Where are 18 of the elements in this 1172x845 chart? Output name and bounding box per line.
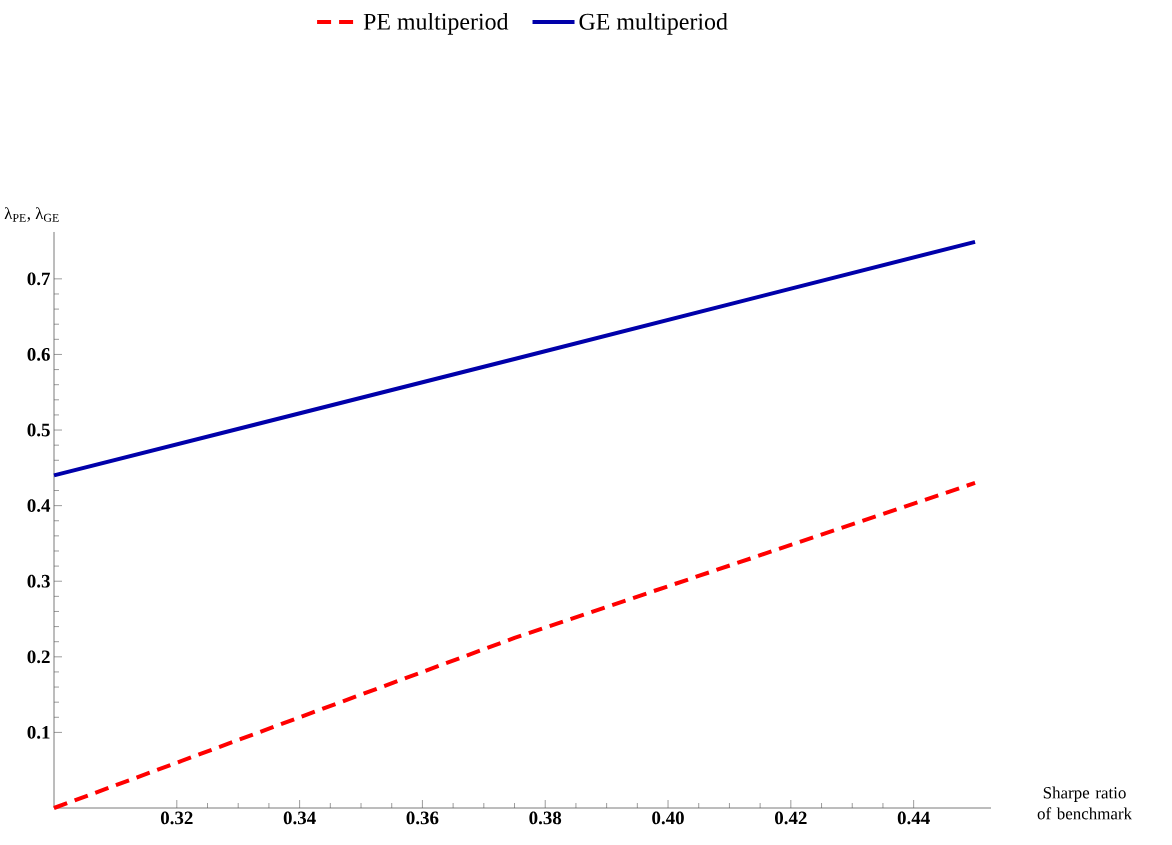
x-tick-label: 0.36 — [406, 811, 439, 825]
y-tick-label: 0.1 — [27, 725, 50, 739]
x-tick-label: 0.42 — [774, 811, 807, 825]
x-axis-title: Sharpe ratio of benchmark — [1037, 786, 1133, 820]
y-tick-label: 0.5 — [27, 423, 50, 437]
y-tick-label: 0.2 — [27, 650, 50, 664]
legend-label: GE multiperiod — [579, 12, 728, 35]
x-tick-label: 0.34 — [283, 811, 316, 825]
y-tick-label: 0.6 — [27, 348, 50, 361]
legend-label: PE multiperiod — [363, 12, 509, 35]
x-tick-label: 0.44 — [897, 811, 930, 825]
x-tick-label: 0.32 — [160, 811, 193, 825]
y-axis-title: λ$_{PE}$, λ$_{GE}$ — [4, 207, 59, 222]
x-tick-label: 0.38 — [529, 811, 562, 825]
y-tick-label: 0.4 — [27, 499, 51, 513]
y-tick-label: 0.3 — [27, 574, 50, 588]
y-tick-label: 0.7 — [27, 272, 51, 286]
x-tick-label: 0.40 — [652, 811, 684, 825]
